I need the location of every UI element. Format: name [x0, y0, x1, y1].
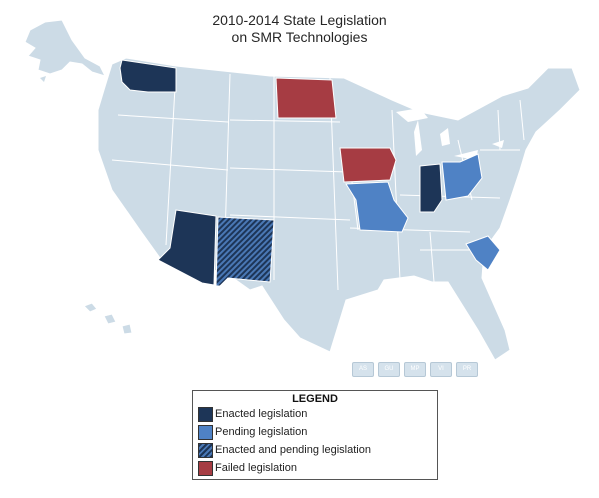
legend-item-pending: Pending legislation — [193, 424, 437, 442]
alaska-island — [40, 76, 46, 82]
state-hawaii[interactable] — [83, 302, 133, 335]
contiguous-us — [97, 57, 581, 361]
legend-box: LEGEND Enacted legislation Pending legis… — [192, 390, 438, 480]
map-title-line1: 2010-2014 State Legislation — [212, 12, 387, 28]
territory-button-pr[interactable]: PR — [456, 362, 478, 377]
legend-swatch-enacted-pending — [198, 443, 213, 458]
great-lakes — [396, 108, 504, 160]
state-alaska[interactable] — [24, 19, 106, 77]
state-iowa[interactable] — [339, 147, 397, 183]
state-arizona[interactable] — [157, 209, 217, 286]
legend-label-enacted-pending: Enacted and pending legislation — [215, 444, 371, 456]
legend-swatch-enacted — [198, 407, 213, 422]
territory-buttons: AS GU MP VI PR — [352, 362, 478, 377]
state-indiana[interactable] — [419, 163, 443, 213]
legend-item-enacted-pending: Enacted and pending legislation — [193, 442, 437, 460]
legend-swatch-pending — [198, 425, 213, 440]
map-title-line2: on SMR Technologies — [231, 29, 368, 45]
legend-swatch-failed — [198, 461, 213, 476]
legend-label-pending: Pending legislation — [215, 426, 308, 438]
territory-button-gu[interactable]: GU — [378, 362, 400, 377]
territory-button-as[interactable]: AS — [352, 362, 374, 377]
state-south-carolina[interactable] — [465, 235, 501, 271]
legend-item-failed: Failed legislation — [193, 460, 437, 478]
state-missouri[interactable] — [345, 181, 409, 233]
state-new-mexico[interactable] — [215, 216, 275, 287]
legend-label-enacted: Enacted legislation — [215, 408, 308, 420]
territory-button-vi[interactable]: VI — [430, 362, 452, 377]
state-washington[interactable] — [119, 59, 177, 93]
map-title: 2010-2014 State Legislation on SMR Techn… — [0, 12, 599, 46]
territory-button-mp[interactable]: MP — [404, 362, 426, 377]
legend-label-failed: Failed legislation — [215, 462, 297, 474]
legend-item-enacted: Enacted legislation — [193, 406, 437, 424]
legend-title: LEGEND — [292, 393, 338, 405]
state-north-dakota[interactable] — [275, 77, 337, 119]
state-ohio[interactable] — [441, 153, 483, 201]
